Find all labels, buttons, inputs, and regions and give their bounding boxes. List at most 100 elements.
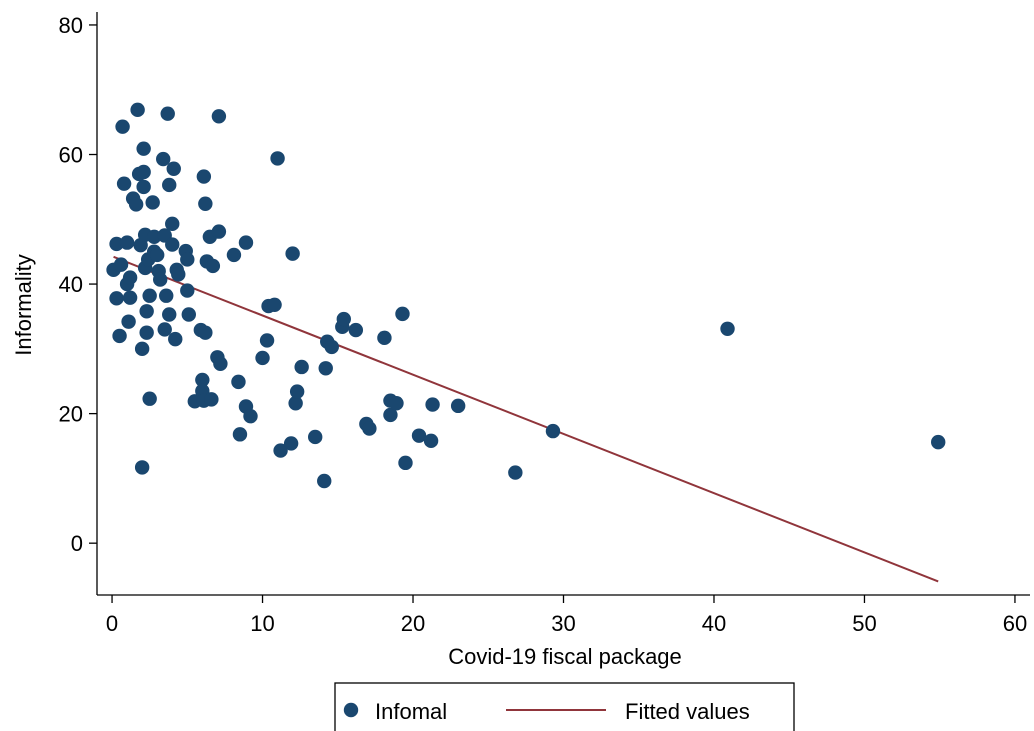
y-tick-label: 20 [59,402,83,427]
scatter-point [168,331,183,347]
scatter-point [423,433,439,449]
scatter-point [211,109,227,124]
scatter-point [285,246,300,261]
scatter-point [931,434,946,450]
scatter-point [134,341,150,357]
scatter-point [198,196,213,211]
x-tick-label: 20 [401,611,425,636]
scatter-point [255,350,270,366]
scatter-point [205,258,221,274]
x-tick-label: 10 [250,611,274,636]
scatter-point [425,397,440,412]
scatter-point [362,421,377,436]
scatter-point [283,436,299,451]
scatter-point [142,288,157,303]
scatter-point [121,314,136,329]
scatter-point [377,330,392,346]
x-tick-label: 60 [1003,611,1027,636]
scatter-point [128,197,144,212]
scatter-point [122,270,138,285]
scatter-point [243,409,258,424]
legend-label-fitted-values: Fitted values [625,699,750,724]
scatter-point [195,372,210,388]
scatter-point [196,169,212,184]
scatter-point [211,224,227,239]
scatter-point [162,177,177,193]
scatter-point [288,396,303,411]
scatter-point [130,102,145,118]
legend-marker-infomal [343,702,359,718]
scatter-point [398,455,413,471]
scatter-point [160,106,175,121]
scatter-point [383,407,398,423]
scatter-point [171,267,186,282]
scatter-point [204,392,219,407]
scatter-point [294,359,309,375]
x-axis-title: Covid-19 fiscal package [448,644,682,669]
scatter-point [198,325,213,340]
scatter-point [267,297,282,312]
y-tick-label: 80 [59,13,83,38]
scatter-point [122,290,138,305]
legend-label-infomal: Infomal [375,699,447,724]
scatter-point [273,443,288,458]
scatter-point [238,235,254,250]
scatter-point [324,339,339,355]
scatter-point [226,247,242,263]
scatter-point [146,229,162,244]
y-tick-label: 60 [59,143,83,168]
scatter-point [180,252,195,267]
scatter-point [136,141,151,156]
y-axis-title: Informality [11,254,36,355]
scatter-point [166,161,181,176]
scatter-point [395,306,410,322]
scatter-point [259,333,275,348]
scatter-point [156,151,171,167]
scatter-point [109,291,124,306]
scatter-point [139,325,154,340]
scatter-point [720,321,735,336]
scatter-point [180,283,195,298]
scatter-point [112,328,127,344]
x-tick-label: 50 [852,611,876,636]
scatter-point [157,322,172,337]
scatter-point [336,311,351,327]
scatter-point [139,304,154,319]
scatter-point [389,396,404,411]
scatter-point [348,322,364,338]
scatter-point [165,216,180,232]
scatter-point [116,176,132,191]
scatter-point [162,307,177,322]
x-tick-label: 0 [106,611,118,636]
x-tick-label: 30 [551,611,575,636]
scatter-point [545,423,561,439]
scatter-point [136,164,151,180]
scatter-point [270,151,285,166]
scatter-point [289,384,305,399]
scatter-point [213,356,228,371]
scatter-point [232,427,248,442]
scatter-point [119,235,135,250]
scatter-point [411,428,427,443]
scatter-point [318,361,333,376]
scatter-point [115,119,130,134]
scatter-point [450,398,466,414]
scatter-point [145,195,160,210]
scatter-point [142,391,157,406]
scatter-point [109,236,124,252]
scatter-point [113,257,129,272]
scatter-point [165,237,180,252]
scatter-point [508,465,523,480]
scatter-point [317,473,332,489]
scatter-point [134,460,150,475]
scatter-point [149,247,165,263]
fitted-values-line [113,255,939,583]
scatter-point [231,374,246,390]
scatter-point [181,307,196,322]
y-tick-label: 40 [59,272,83,297]
scatter-point [308,429,323,445]
legend-box [334,682,795,731]
scatter-point [136,179,151,195]
